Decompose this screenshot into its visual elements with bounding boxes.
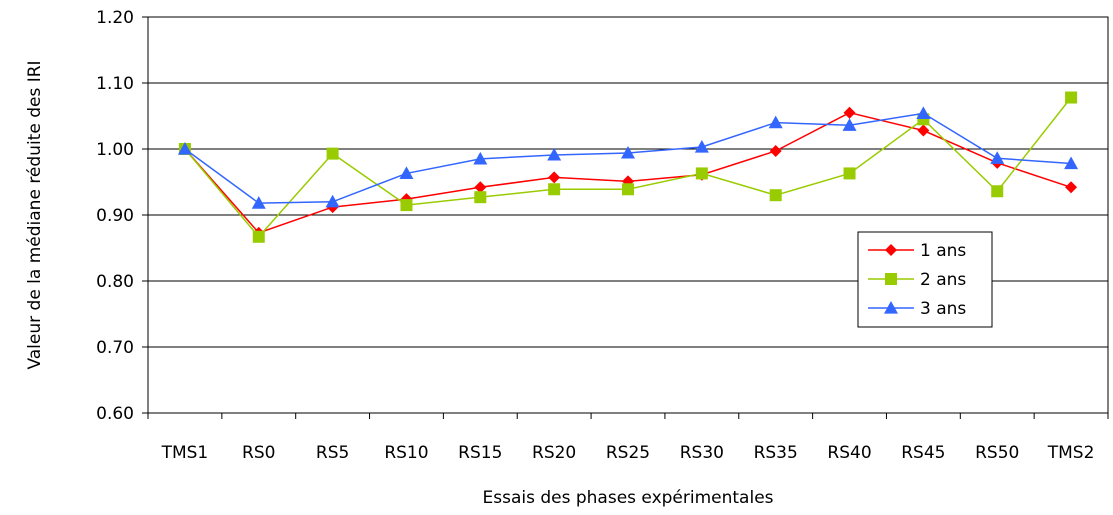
legend-marker	[885, 273, 897, 285]
data-point	[843, 167, 856, 180]
data-point	[1065, 91, 1078, 104]
data-point	[990, 151, 1005, 164]
y-axis-title: Valeur de la médiane réduite des IRI	[25, 60, 45, 369]
data-point	[695, 167, 708, 180]
y-axis: 0.60 0.70 0.80 0.90 1.00 1.10 1.20	[96, 8, 148, 424]
data-point	[400, 199, 413, 212]
data-point	[991, 185, 1004, 198]
legend-label: 3 ans	[920, 299, 966, 319]
y-tick-label: 1.00	[96, 140, 134, 160]
y-tick-label: 1.20	[96, 8, 134, 28]
data-point	[548, 183, 561, 196]
data-point	[694, 140, 709, 153]
data-point	[916, 106, 931, 119]
series-3	[177, 106, 1079, 209]
data-point	[917, 124, 930, 137]
x-tick-label: RS50	[975, 443, 1019, 463]
data-point	[769, 144, 782, 157]
y-tick-label: 0.80	[96, 272, 134, 292]
data-point	[473, 151, 488, 165]
y-tick-label: 0.70	[96, 338, 134, 358]
x-tick-label: RS0	[242, 443, 275, 463]
legend-item: 1 ans	[868, 241, 966, 261]
legend-item: 3 ans	[868, 299, 966, 319]
data-point	[252, 230, 265, 243]
data-point	[842, 118, 857, 131]
legend: 1 ans 2 ans 3 ans	[857, 231, 993, 328]
x-axis-title: Essais des phases expérimentales	[482, 488, 773, 508]
x-tick-label: RS25	[606, 443, 650, 463]
series-line	[184, 97, 1072, 238]
data-point	[474, 191, 487, 204]
data-point	[1064, 156, 1079, 170]
data-point	[768, 115, 783, 129]
y-tick-label: 0.60	[96, 404, 134, 424]
x-tick-label: RS45	[901, 443, 945, 463]
series-1	[178, 106, 1078, 239]
x-tick-label: TMS1	[161, 443, 209, 463]
legend-marker	[884, 301, 898, 314]
data-point	[1065, 181, 1078, 194]
data-point	[325, 194, 340, 208]
data-point	[177, 142, 192, 155]
data-point	[548, 171, 561, 184]
legend-marker	[885, 244, 897, 256]
x-axis: TMS1 RS0 RS5 RS10 RS15 RS20 RS25 RS30 RS35 RS40 RS…	[147, 413, 1109, 463]
data-point	[547, 147, 562, 161]
legend-label: 1 ans	[920, 241, 966, 261]
legend-label: 2 ans	[920, 270, 966, 290]
y-tick-label: 1.10	[96, 74, 134, 94]
x-tick-label: RS15	[458, 443, 502, 463]
data-point	[769, 189, 782, 202]
x-tick-label: RS10	[384, 443, 428, 463]
data-point	[399, 166, 414, 180]
x-tick-label: RS40	[827, 443, 871, 463]
x-tick-label: RS30	[680, 443, 724, 463]
x-tick-label: TMS2	[1047, 443, 1095, 463]
data-point	[326, 147, 339, 160]
y-tick-label: 0.90	[96, 206, 134, 226]
x-tick-label: RS5	[316, 443, 349, 463]
data-point	[843, 106, 856, 119]
data-point	[474, 181, 487, 194]
legend-item: 2 ans	[868, 270, 966, 290]
series-layer	[177, 91, 1079, 243]
x-tick-label: RS20	[532, 443, 576, 463]
x-tick-label: RS35	[754, 443, 798, 463]
series-2	[178, 91, 1078, 243]
data-point	[251, 196, 266, 209]
data-point	[621, 145, 635, 159]
data-point	[622, 183, 634, 196]
